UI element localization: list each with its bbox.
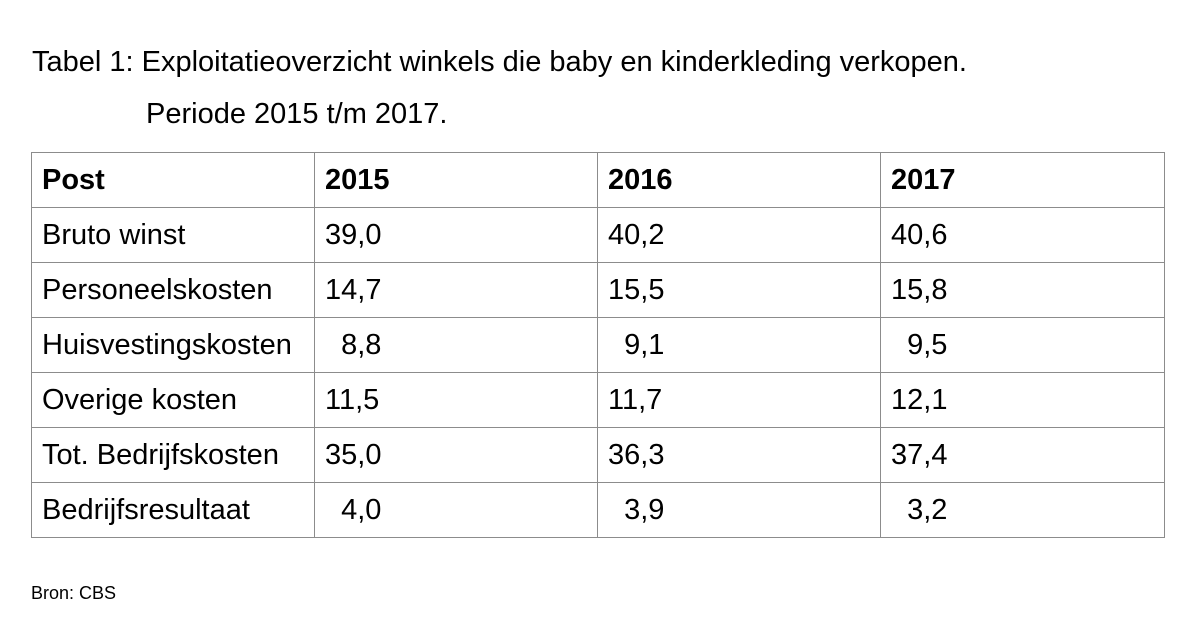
cell-2016: 36,3: [597, 427, 881, 483]
table-row: Tot. Bedrijfskosten 35,0 36,3 37,4: [31, 427, 1165, 483]
table-subtitle-period: Periode 2015 t/m 2017.: [146, 98, 448, 130]
cell-2017: 12,1: [880, 372, 1165, 428]
cell-2017: 9,5: [880, 317, 1165, 373]
table-title: Tabel 1: Exploitatieoverzicht winkels di…: [32, 46, 967, 78]
table-row: Overige kosten 11,5 11,7 12,1: [31, 372, 1165, 428]
exploitation-table: Post 2015 2016 2017 Bruto winst 39,0 40,…: [31, 152, 1165, 538]
cell-2016: 15,5: [597, 262, 881, 318]
header-2017: 2017: [880, 152, 1165, 208]
cell-2015: 39,0: [314, 207, 598, 263]
row-label: Personeelskosten: [31, 262, 315, 318]
cell-2015: 35,0: [314, 427, 598, 483]
cell-2016: 11,7: [597, 372, 881, 428]
cell-2015: 11,5: [314, 372, 598, 428]
cell-2015: 4,0: [314, 482, 598, 538]
cell-2016: 40,2: [597, 207, 881, 263]
source-note: Bron: CBS: [31, 583, 117, 603]
table-row: Bedrijfsresultaat 4,0 3,9 3,2: [31, 482, 1165, 538]
cell-2017: 37,4: [880, 427, 1165, 483]
header-2016: 2016: [597, 152, 881, 208]
cell-2015: 14,7: [314, 262, 598, 318]
table-row: Bruto winst 39,0 40,2 40,6: [31, 207, 1165, 263]
cell-2015: 8,8: [314, 317, 598, 373]
table-row: Personeelskosten 14,7 15,5 15,8: [31, 262, 1165, 318]
cell-2017: 40,6: [880, 207, 1165, 263]
row-label: Bruto winst: [31, 207, 315, 263]
cell-2016: 3,9: [597, 482, 881, 538]
cell-2017: 15,8: [880, 262, 1165, 318]
row-label: Tot. Bedrijfskosten: [31, 427, 315, 483]
row-label: Bedrijfsresultaat: [31, 482, 315, 538]
table-row: Huisvestingskosten 8,8 9,1 9,5: [31, 317, 1165, 373]
row-label: Overige kosten: [31, 372, 315, 428]
header-post: Post: [31, 152, 315, 208]
row-label: Huisvestingskosten: [31, 317, 315, 373]
cell-2016: 9,1: [597, 317, 881, 373]
table-header-row: Post 2015 2016 2017: [31, 152, 1165, 208]
cell-2017: 3,2: [880, 482, 1165, 538]
header-2015: 2015: [314, 152, 598, 208]
